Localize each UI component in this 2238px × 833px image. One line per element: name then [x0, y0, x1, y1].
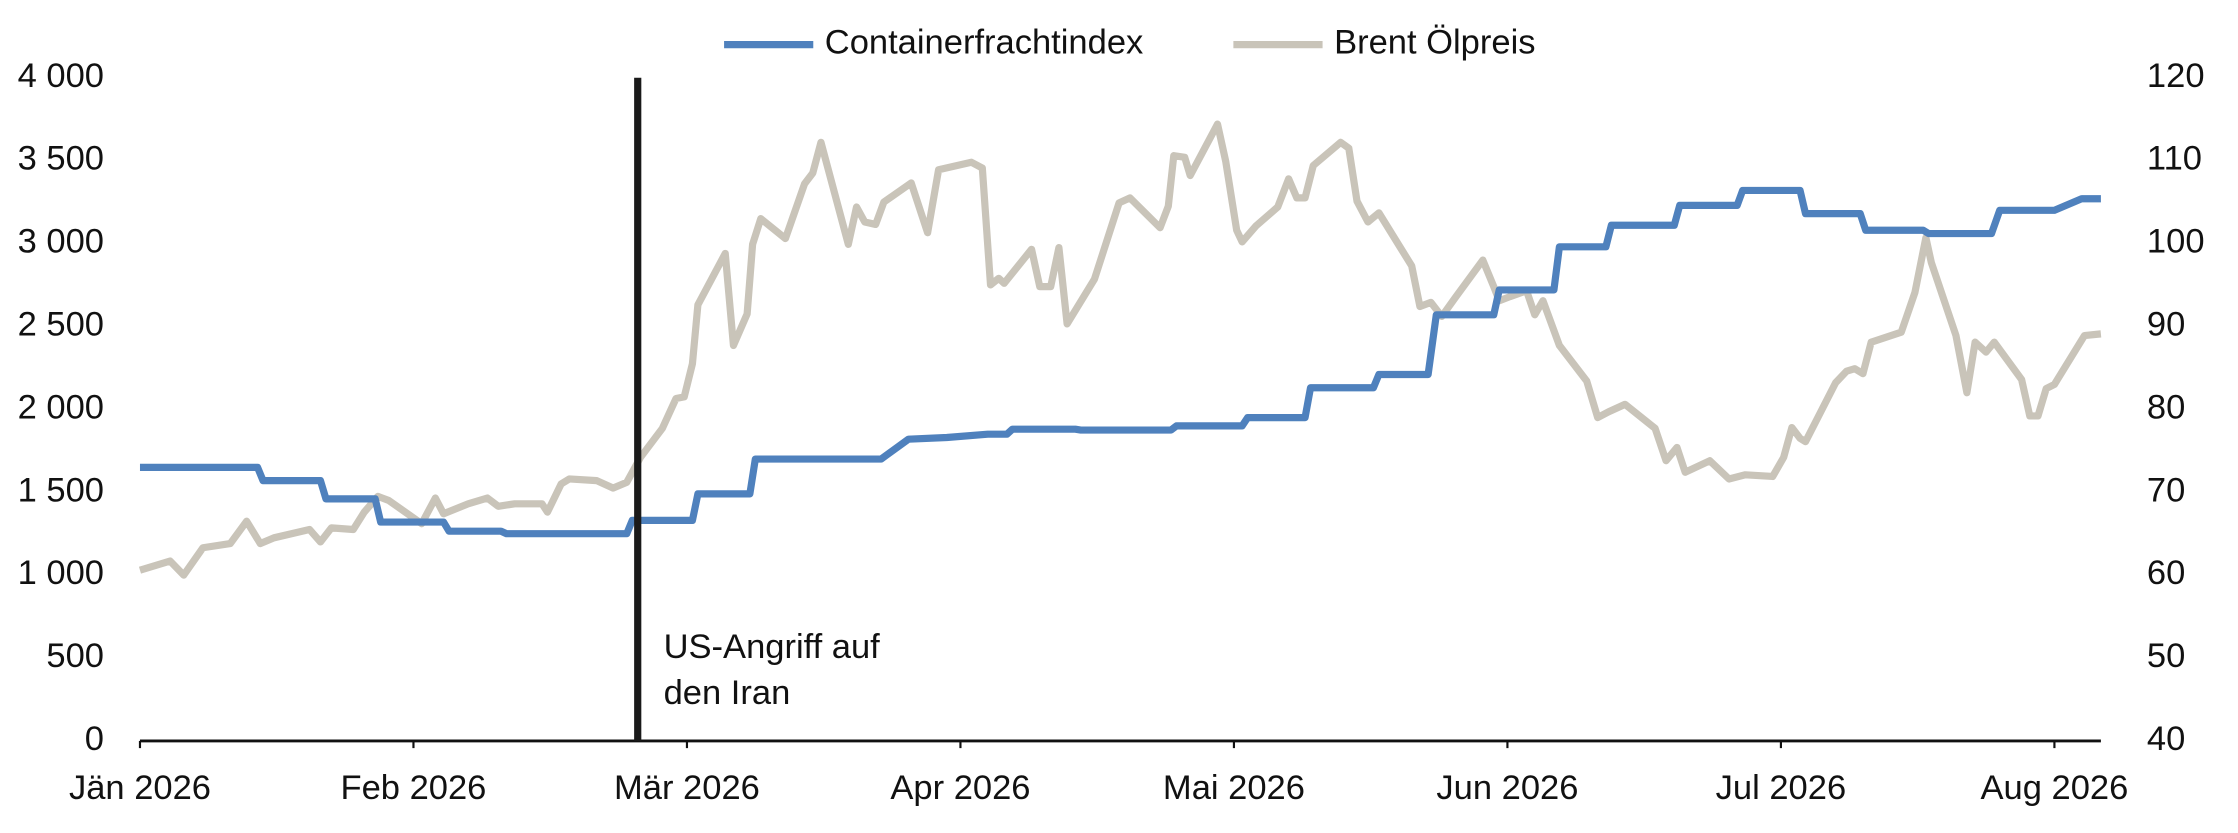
x-tick-label: Mär 2026	[614, 769, 760, 807]
y2-tick-label: 40	[2147, 720, 2185, 758]
y-tick-label: 4 000	[18, 57, 104, 95]
y-tick-label: 3 500	[18, 140, 104, 178]
x-tick-label: Jän 2026	[69, 769, 211, 807]
x-tick-label: Jun 2026	[1436, 769, 1578, 807]
y2-tick-label: 120	[2147, 57, 2205, 95]
annotation-text: US-Angriff auf	[664, 628, 881, 666]
x-tick-label: Feb 2026	[341, 769, 487, 807]
y-tick-label: 500	[46, 637, 104, 675]
series-line	[139, 186, 2101, 538]
y-tick-label: 2 000	[18, 388, 104, 426]
y-tick-label: 1 000	[18, 554, 104, 592]
legend-label: Brent Ölpreis	[1334, 24, 1535, 62]
y2-tick-label: 110	[2147, 140, 2202, 178]
y-tick-label: 1 500	[18, 471, 104, 509]
annotation-text: den Iran	[664, 674, 791, 712]
y2-tick-label: 60	[2147, 554, 2185, 592]
y2-tick-label: 70	[2147, 471, 2185, 509]
y-tick-label: 0	[85, 720, 104, 758]
y2-tick-label: 80	[2147, 388, 2185, 426]
x-tick-label: Jul 2026	[1716, 769, 1847, 807]
y2-tick-label: 100	[2147, 223, 2205, 261]
y2-tick-label: 90	[2147, 306, 2185, 344]
y-tick-label: 3 000	[18, 223, 104, 261]
x-tick-label: Aug 2026	[1981, 769, 2129, 807]
x-tick-label: Apr 2026	[890, 769, 1030, 807]
x-tick-label: Mai 2026	[1163, 769, 1305, 807]
y-tick-label: 2 500	[18, 306, 104, 344]
legend-label: Containerfrachtindex	[825, 24, 1143, 62]
series-line	[138, 120, 2102, 579]
y2-tick-label: 50	[2147, 637, 2185, 675]
